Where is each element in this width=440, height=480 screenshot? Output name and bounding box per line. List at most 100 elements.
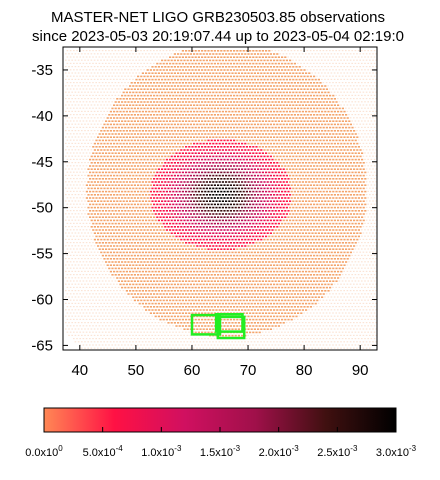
- map-cell: [287, 158, 290, 161]
- map-cell: [287, 184, 290, 186]
- map-cell: [135, 136, 138, 138]
- map-cell: [140, 197, 143, 199]
- map-cell: [169, 203, 172, 206]
- map-cell: [313, 158, 316, 161]
- map-cell: [151, 85, 154, 87]
- map-cell: [165, 56, 168, 58]
- map-cell: [285, 130, 288, 132]
- map-cell: [354, 178, 357, 180]
- map-cell: [367, 82, 369, 84]
- map-cell: [324, 104, 327, 106]
- map-cell: [281, 82, 284, 84]
- map-cell: [332, 94, 335, 97]
- map-cell: [241, 85, 244, 87]
- map-cell: [130, 88, 133, 90]
- map-cell: [103, 206, 106, 209]
- map-cell: [93, 53, 96, 55]
- map-cell: [101, 171, 104, 174]
- map-cell: [249, 88, 252, 90]
- map-cell: [213, 158, 216, 161]
- map-cell: [124, 88, 127, 90]
- map-cell: [143, 165, 146, 167]
- map-cell: [95, 82, 97, 84]
- map-cell: [141, 78, 144, 81]
- map-cell: [90, 110, 93, 112]
- map-cell: [186, 194, 189, 196]
- map-cell: [186, 206, 189, 209]
- map-cell: [98, 171, 101, 174]
- map-cell: [297, 56, 299, 58]
- map-cell: [327, 149, 330, 151]
- map-cell: [207, 88, 210, 90]
- map-cell: [330, 194, 333, 196]
- map-cell: [369, 149, 371, 151]
- map-cell: [93, 187, 96, 190]
- map-cell: [223, 152, 226, 154]
- map-cell: [162, 133, 165, 135]
- map-cell: [177, 187, 180, 190]
- map-cell: [193, 149, 196, 151]
- map-cell: [325, 158, 328, 161]
- map-cell: [338, 178, 341, 180]
- map-cell: [220, 203, 223, 206]
- map-cell: [209, 187, 212, 190]
- map-cell: [322, 210, 325, 212]
- map-cell: [241, 117, 244, 119]
- map-cell: [125, 117, 128, 119]
- map-cell: [153, 120, 156, 122]
- map-cell: [373, 171, 376, 173]
- map-cell: [199, 66, 202, 68]
- map-cell: [269, 72, 272, 74]
- map-cell: [295, 91, 298, 94]
- map-cell: [333, 174, 336, 177]
- map-cell: [276, 110, 279, 113]
- map-cell: [313, 197, 316, 199]
- map-cell: [373, 101, 376, 103]
- map-cell: [335, 210, 338, 212]
- map-cell: [124, 197, 127, 199]
- map-cell: [327, 59, 329, 61]
- map-cell: [372, 66, 374, 68]
- map-cell: [177, 155, 180, 158]
- map-cell: [127, 126, 130, 129]
- map-cell: [241, 162, 244, 164]
- map-cell: [89, 75, 91, 77]
- map-cell: [65, 149, 67, 151]
- map-cell: [119, 98, 122, 100]
- map-cell: [242, 197, 245, 199]
- map-cell: [213, 75, 216, 78]
- map-cell: [292, 78, 295, 81]
- map-cell: [103, 136, 106, 138]
- map-cell: [148, 187, 151, 190]
- map-cell: [369, 168, 371, 170]
- map-cell: [253, 91, 256, 94]
- map-cell: [274, 94, 277, 97]
- map-cell: [141, 181, 144, 183]
- map-cell: [197, 126, 200, 129]
- map-cell: [226, 165, 229, 167]
- map-cell: [133, 114, 136, 116]
- map-cell: [145, 117, 148, 119]
- map-cell: [113, 110, 116, 113]
- map-cell: [303, 184, 306, 186]
- map-cell: [351, 146, 354, 148]
- map-cell: [213, 101, 216, 103]
- map-cell: [290, 56, 293, 58]
- map-cell: [245, 158, 248, 161]
- map-cell: [129, 136, 132, 138]
- map-cell: [100, 66, 102, 68]
- map-cell: [369, 91, 371, 93]
- map-cell: [247, 53, 250, 55]
- map-cell: [153, 203, 156, 206]
- map-cell: [66, 94, 69, 96]
- map-cell: [271, 114, 274, 116]
- map-cell: [365, 194, 368, 196]
- map-cell: [353, 110, 355, 112]
- map-cell: [250, 72, 253, 74]
- map-cell: [89, 210, 92, 212]
- map-cell: [313, 62, 315, 64]
- map-cell: [146, 158, 149, 161]
- map-cell: [132, 155, 135, 158]
- map-cell: [308, 117, 311, 119]
- map-cell: [151, 194, 154, 196]
